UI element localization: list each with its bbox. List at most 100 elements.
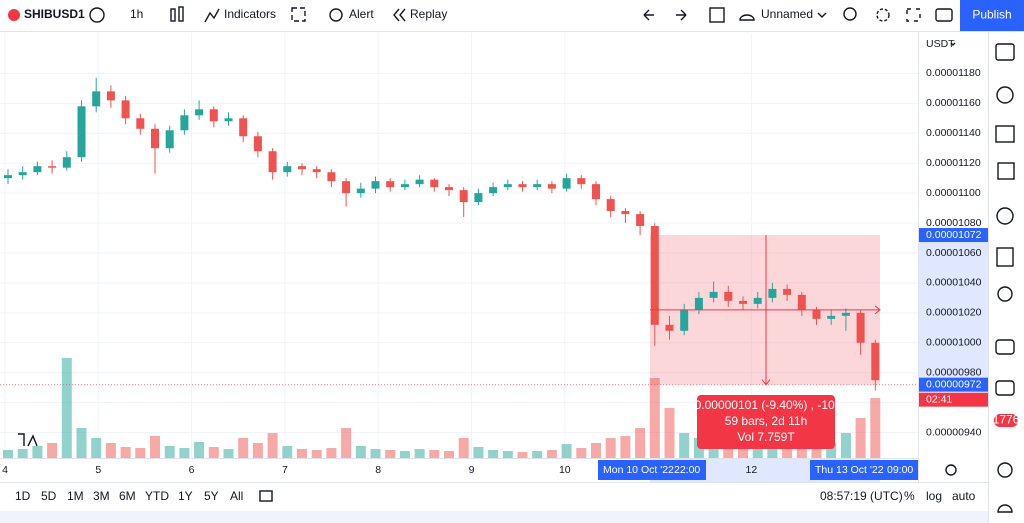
broadcast-icon[interactable] bbox=[997, 462, 1013, 478]
alerts-icon[interactable] bbox=[996, 86, 1014, 104]
chart-type-icon[interactable] bbox=[178, 6, 184, 22]
candle-body bbox=[430, 179, 439, 188]
chart-type-icon[interactable] bbox=[170, 8, 176, 22]
streams-icon[interactable] bbox=[995, 380, 1015, 396]
bottom-price-tag bbox=[919, 377, 988, 392]
volume-bar bbox=[208, 447, 219, 458]
candle-body bbox=[474, 193, 483, 203]
footer bbox=[0, 511, 988, 523]
volume-bar bbox=[399, 451, 410, 458]
candle-body bbox=[709, 291, 718, 298]
candle-body bbox=[4, 175, 12, 179]
log-toggle[interactable]: log bbox=[926, 489, 942, 503]
volume-bar bbox=[738, 446, 748, 458]
volume-bar bbox=[135, 448, 146, 458]
candle-body bbox=[342, 181, 351, 194]
settings-icon[interactable] bbox=[876, 8, 890, 22]
end-time-tag bbox=[810, 460, 918, 480]
redo-icon[interactable] bbox=[676, 9, 687, 21]
range-button[interactable]: YTD bbox=[145, 489, 169, 503]
range-button[interactable]: 1M bbox=[67, 489, 84, 503]
candle-body bbox=[636, 214, 645, 227]
range-button[interactable]: 1Y bbox=[178, 489, 193, 503]
replay-icon[interactable] bbox=[399, 8, 406, 22]
expand-icon[interactable] bbox=[906, 8, 921, 22]
replay-icon[interactable] bbox=[393, 8, 400, 22]
candle-body bbox=[783, 288, 792, 295]
y-tick-label: 0.00001120 bbox=[926, 157, 981, 169]
candle-body bbox=[665, 324, 674, 331]
snapshot-icon[interactable] bbox=[935, 8, 953, 22]
volume-bar bbox=[840, 433, 851, 458]
measure-text: Vol 7.759T bbox=[737, 430, 795, 444]
alert-icon[interactable] bbox=[329, 8, 343, 22]
volume-bar bbox=[76, 428, 87, 458]
volume-bar bbox=[546, 450, 557, 458]
symbol-icon bbox=[8, 9, 20, 21]
fullscreen-icon[interactable] bbox=[709, 7, 725, 23]
search-icon[interactable] bbox=[843, 7, 857, 21]
symbol[interactable]: SHIBUSD1 bbox=[24, 7, 85, 21]
data-window-icon[interactable] bbox=[997, 162, 1015, 180]
publish[interactable]: Publish bbox=[972, 8, 1011, 22]
y-tick-label: 0.00000940 bbox=[926, 426, 982, 438]
templates-icon[interactable] bbox=[291, 7, 306, 22]
candle-body bbox=[606, 199, 615, 212]
volume-bar bbox=[120, 447, 131, 458]
volume-bar bbox=[473, 447, 484, 458]
candle-body bbox=[724, 291, 733, 301]
news-icon[interactable] bbox=[995, 125, 1015, 143]
axis-settings-icon[interactable] bbox=[945, 464, 957, 476]
countdown-tag bbox=[919, 392, 988, 407]
calendar-icon[interactable] bbox=[996, 247, 1014, 267]
dropdown-icon[interactable] bbox=[817, 12, 827, 18]
interval[interactable]: 1h bbox=[130, 7, 143, 21]
range-button[interactable]: 6M bbox=[119, 489, 136, 503]
range-button[interactable]: 3M bbox=[93, 489, 110, 503]
range-button[interactable]: 5D bbox=[41, 489, 57, 503]
range-button[interactable]: 1D bbox=[15, 489, 31, 503]
notifications-icon[interactable] bbox=[997, 504, 1013, 513]
end-date: Thu 13 Oct '22 bbox=[815, 464, 884, 476]
range-button[interactable]: All bbox=[230, 489, 243, 503]
start-time-tag bbox=[598, 460, 706, 480]
publish-button[interactable] bbox=[960, 0, 1024, 31]
volume-bar bbox=[605, 438, 616, 458]
currency-dropdown[interactable] bbox=[950, 42, 956, 46]
replay[interactable]: Replay bbox=[410, 7, 447, 21]
candle-body bbox=[165, 130, 174, 149]
volume-bar bbox=[429, 450, 440, 458]
indicators[interactable]: Indicators bbox=[224, 7, 276, 21]
layout-name[interactable]: Unnamed bbox=[761, 7, 813, 21]
candle-body bbox=[371, 181, 380, 189]
goto-date-icon[interactable] bbox=[259, 490, 273, 502]
alert[interactable]: Alert bbox=[349, 7, 374, 21]
y-tick-label: 0.00001080 bbox=[926, 217, 982, 229]
volume-bar bbox=[502, 451, 513, 458]
volume-bar bbox=[576, 448, 587, 458]
volume-bar bbox=[591, 443, 601, 458]
currency[interactable]: USDT bbox=[926, 38, 955, 50]
hotlist-icon[interactable] bbox=[996, 207, 1014, 225]
candle-body bbox=[739, 300, 747, 304]
candle-body bbox=[121, 100, 130, 119]
undo-icon[interactable] bbox=[643, 9, 654, 21]
sidebar-icons bbox=[995, 43, 1015, 513]
chat-icon[interactable] bbox=[995, 339, 1015, 355]
candle-body bbox=[92, 91, 101, 107]
volume-bar bbox=[679, 433, 690, 458]
percent-toggle[interactable]: % bbox=[904, 489, 915, 503]
auto-toggle[interactable]: auto bbox=[952, 489, 976, 503]
range-button[interactable]: 5Y bbox=[204, 489, 219, 503]
ideas-icon[interactable] bbox=[997, 286, 1013, 302]
indicators-icon[interactable] bbox=[204, 8, 220, 23]
volume-bar bbox=[3, 450, 13, 458]
candle-body bbox=[62, 157, 71, 168]
badge[interactable]: 1776 bbox=[993, 413, 1020, 427]
candle-body bbox=[298, 166, 306, 170]
watchlist-icon[interactable] bbox=[995, 43, 1015, 61]
candle-body bbox=[680, 309, 689, 331]
compare-icon[interactable] bbox=[89, 7, 105, 23]
candle-body bbox=[562, 178, 571, 189]
cloud-icon[interactable] bbox=[739, 14, 755, 21]
